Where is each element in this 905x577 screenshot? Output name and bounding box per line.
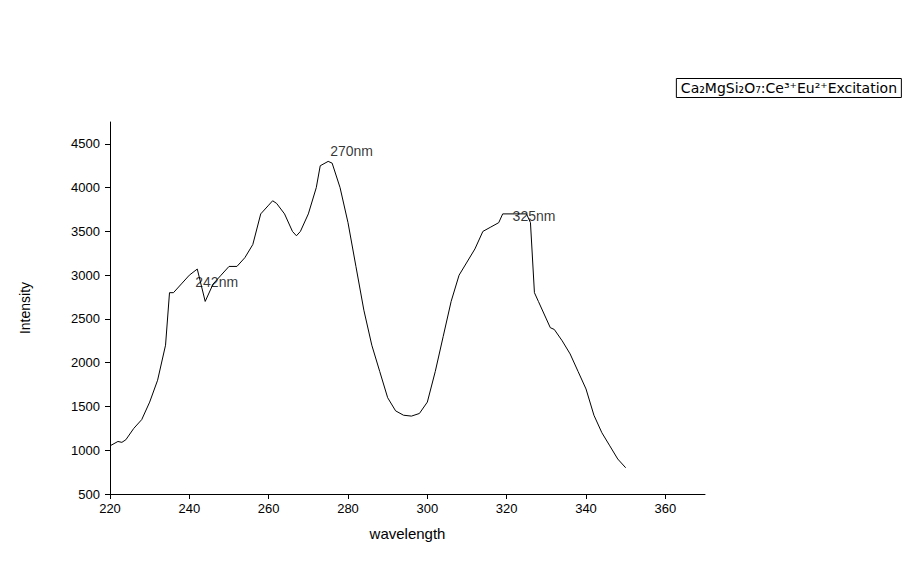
svg-text:320: 320 bbox=[496, 501, 518, 516]
svg-text:3500: 3500 bbox=[71, 224, 100, 239]
svg-text:3000: 3000 bbox=[71, 268, 100, 283]
svg-text:360: 360 bbox=[654, 501, 676, 516]
svg-text:242nm: 242nm bbox=[195, 274, 239, 291]
svg-text:1000: 1000 bbox=[71, 443, 100, 458]
svg-text:260: 260 bbox=[258, 501, 280, 516]
svg-text:325nm: 325nm bbox=[513, 208, 556, 224]
svg-text:Intensity: Intensity bbox=[17, 282, 33, 334]
svg-text:Ca₂MgSi₂O₇:Ce³⁺Eu²⁺Excitation: Ca₂MgSi₂O₇:Ce³⁺Eu²⁺Excitation bbox=[681, 80, 897, 96]
svg-text:2000: 2000 bbox=[71, 355, 100, 370]
svg-text:220: 220 bbox=[99, 501, 121, 516]
svg-text:270nm: 270nm bbox=[330, 143, 373, 159]
svg-text:300: 300 bbox=[416, 501, 438, 516]
svg-text:500: 500 bbox=[78, 487, 100, 502]
svg-text:wavelength: wavelength bbox=[369, 525, 446, 542]
svg-text:4500: 4500 bbox=[71, 136, 100, 151]
svg-text:2500: 2500 bbox=[71, 311, 100, 326]
svg-text:280: 280 bbox=[337, 501, 359, 516]
svg-text:4000: 4000 bbox=[71, 180, 100, 195]
svg-text:240: 240 bbox=[178, 501, 200, 516]
svg-text:340: 340 bbox=[575, 501, 597, 516]
svg-text:1500: 1500 bbox=[71, 399, 100, 414]
